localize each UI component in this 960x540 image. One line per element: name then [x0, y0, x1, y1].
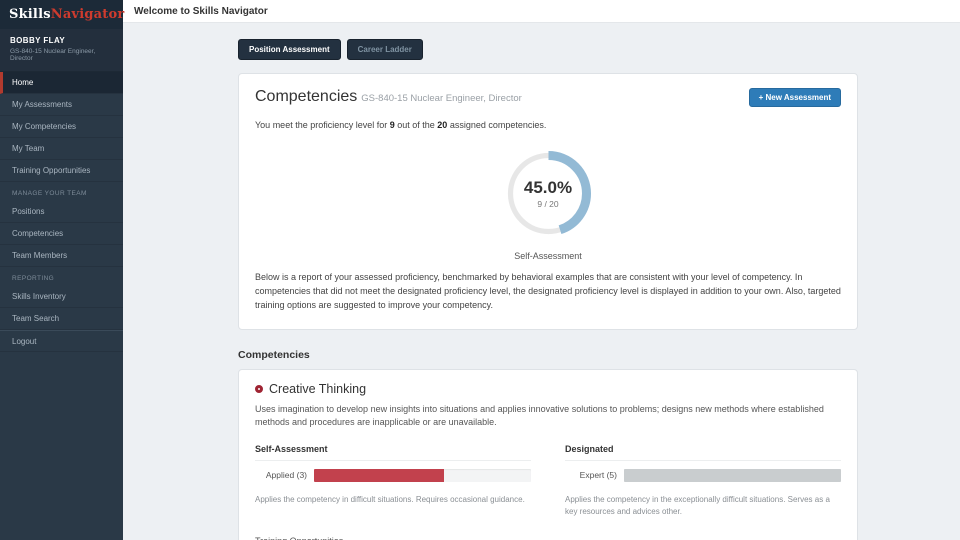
card-title: Competencies — [255, 88, 358, 105]
summary-suffix: assigned competencies. — [447, 120, 547, 130]
competency-card-creative-thinking: Creative Thinking Uses imagination to de… — [238, 368, 858, 540]
assessment-description: Below is a report of your assessed profi… — [255, 272, 841, 310]
user-job-title: GS-840-15 Nuclear Engineer, Director — [10, 48, 96, 62]
card-subtitle: GS-840-15 Nuclear Engineer, Director — [361, 93, 522, 104]
card-title-block: Competencies GS-840-15 Nuclear Engineer, … — [255, 88, 522, 106]
self-assessment-bar-track — [314, 468, 531, 482]
page-title: Welcome to Skills Navigator — [134, 5, 268, 17]
donut-caption: Self-Assessment — [514, 251, 582, 261]
user-name: BOBBY FLAY — [10, 36, 66, 45]
tab-position-assessment[interactable]: Position Assessment — [238, 39, 341, 60]
main-content: Position Assessment Career Ladder Compet… — [123, 23, 960, 540]
sidebar-item-team-members[interactable]: Team Members — [0, 245, 123, 267]
competencies-section-heading: Competencies — [238, 348, 310, 361]
new-assessment-button[interactable]: + New Assessment — [748, 88, 841, 107]
sidebar-item-team-search[interactable]: Team Search — [0, 308, 123, 330]
self-assessment-column: Self-Assessment Applied (3) Applies the … — [255, 444, 531, 518]
competency-name: Creative Thinking — [269, 381, 367, 396]
designated-bar-fill — [624, 468, 841, 482]
donut-arc — [505, 150, 591, 237]
sidebar-item-my-team[interactable]: My Team — [0, 138, 123, 160]
proficiency-summary: You meet the proficiency level for 9 out… — [255, 120, 841, 130]
self-assessment-level-label: Applied (3) — [265, 470, 307, 481]
summary-prefix: You meet the proficiency level for — [255, 120, 390, 130]
tab-career-ladder[interactable]: Career Ladder — [346, 39, 423, 60]
designated-bar-track — [624, 468, 841, 482]
view-tabs: Position Assessment Career Ladder — [238, 39, 858, 60]
competency-description: Uses imagination to develop new insights… — [255, 403, 824, 428]
designated-level-description: Applies the competency in the exceptiona… — [565, 494, 830, 516]
sidebar-section-reporting: REPORTING — [12, 275, 55, 282]
donut-svg — [505, 150, 591, 237]
summary-met-count: 9 — [389, 120, 395, 130]
self-assessment-heading: Self-Assessment — [255, 444, 531, 461]
logo-text-skills: Skills — [9, 7, 51, 22]
sidebar-item-training-opportunities[interactable]: Training Opportunities — [0, 160, 123, 182]
self-assessment-level-description: Applies the competency in difficult situ… — [255, 494, 525, 504]
sidebar-item-skills-inventory[interactable]: Skills Inventory — [0, 286, 123, 308]
donut-percent-label: 45.0% — [523, 178, 573, 197]
logo-text-navigator: Navigator — [50, 7, 125, 22]
designated-level-label: Expert (5) — [579, 470, 617, 481]
sidebar: Skills Navigator BOBBY FLAY GS-840-15 Nuc… — [0, 0, 125, 540]
summary-total-count: 20 — [437, 120, 448, 130]
designated-column: Designated Expert (5) Applies the compet… — [565, 444, 841, 518]
sidebar-item-logout[interactable]: Logout — [0, 330, 123, 352]
sidebar-item-home[interactable]: Home — [0, 72, 123, 94]
self-assessment-donut-chart: 45.0% 9 / 20 Self-Assessment — [255, 146, 841, 261]
competency-status-ring-icon — [255, 384, 263, 393]
sidebar-nav: Home My Assessments My Competencies My T… — [0, 72, 123, 352]
sidebar-section-manage-your-team: MANAGE YOUR TEAM — [12, 190, 87, 197]
sidebar-item-my-competencies[interactable]: My Competencies — [0, 116, 123, 138]
training-opportunities-heading: Training Opportunities — [255, 536, 841, 540]
user-panel: BOBBY FLAY GS-840-15 Nuclear Engineer, D… — [0, 29, 123, 72]
sidebar-item-my-assessments[interactable]: My Assessments — [0, 94, 123, 116]
donut-fraction-label: 9 / 20 — [537, 199, 559, 209]
summary-middle: out of the — [394, 120, 438, 130]
sidebar-item-competencies[interactable]: Competencies — [0, 223, 123, 245]
sidebar-item-positions[interactable]: Positions — [0, 201, 123, 223]
app-logo[interactable]: Skills Navigator — [0, 0, 125, 29]
designated-heading: Designated — [565, 444, 841, 461]
self-assessment-bar-fill — [314, 468, 445, 482]
competencies-summary-card: Competencies GS-840-15 Nuclear Engineer, … — [238, 73, 858, 330]
topbar: Welcome to Skills Navigator — [123, 0, 960, 23]
